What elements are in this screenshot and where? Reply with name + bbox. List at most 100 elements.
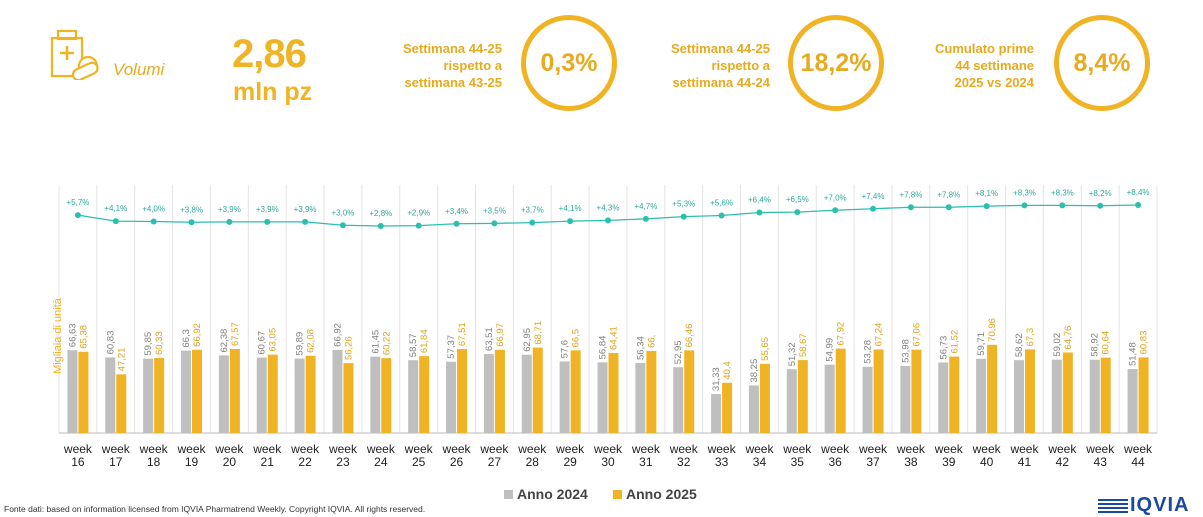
- bar-2025: [722, 382, 733, 433]
- bar-label-2025: 68,71: [533, 321, 544, 345]
- growth-point: [567, 218, 574, 225]
- x-tick-label: week 26: [442, 442, 472, 469]
- bar-2024: [597, 362, 608, 433]
- bar-label-2024: 66,92: [332, 323, 343, 347]
- bar-2024: [1051, 359, 1062, 433]
- x-tick-label: week 29: [555, 442, 585, 469]
- bar-2024: [105, 357, 116, 433]
- bar-2025: [1138, 357, 1149, 433]
- kpi-1-text: Settimana 44-25 rispetto a settimana 43-25: [403, 41, 502, 90]
- bar-2025: [267, 354, 278, 433]
- kpi-2-text: Settimana 44-25 rispetto a settimana 44-24: [671, 41, 770, 90]
- bar-2025: [457, 349, 468, 433]
- bar-2025: [911, 349, 922, 433]
- bar-label-2025: 70,96: [987, 318, 998, 342]
- bar-label-2025: 60,83: [1139, 331, 1150, 355]
- growth-point: [1135, 202, 1142, 208]
- bar-label-2024: 53,28: [863, 340, 874, 364]
- growth-label: +7,0%: [824, 193, 847, 202]
- growth-point: [529, 219, 536, 226]
- bar-label-2024: 53,98: [900, 339, 911, 363]
- bar-label-2024: 59,02: [1052, 333, 1063, 357]
- bar-label-2024: 58,57: [408, 333, 419, 357]
- bar-2025: [1100, 357, 1111, 433]
- bar-2024: [1013, 360, 1024, 433]
- bar-label-2025: 67,57: [230, 322, 241, 346]
- kpi-3-circle: 8,4%: [1054, 15, 1150, 111]
- bar-label-2025: 66,5: [571, 329, 582, 348]
- growth-point: [264, 218, 271, 225]
- bar-label-2025: 40,4: [722, 361, 733, 380]
- growth-point: [680, 213, 687, 220]
- growth-label: +4,1%: [104, 204, 127, 213]
- bar-2025: [343, 363, 354, 433]
- bar-2024: [786, 369, 797, 433]
- growth-label: +3,7%: [521, 206, 544, 215]
- x-tick-label: week 38: [896, 442, 926, 469]
- volumi-label: Volumi: [113, 60, 165, 79]
- bar-label-2024: 62,95: [522, 328, 533, 352]
- legend-label-2025: Anno 2025: [626, 486, 697, 502]
- bar-label-2025: 61,84: [419, 329, 430, 353]
- kpi-1-circle: 0,3%: [521, 15, 617, 111]
- x-tick-label: week 32: [669, 442, 699, 469]
- bar-label-2024: 59,71: [976, 332, 987, 356]
- x-tick-label: week 18: [139, 442, 169, 469]
- bar-2025: [684, 350, 695, 433]
- growth-label: +8,1%: [975, 189, 998, 198]
- y-axis-label: Migliaia di unità: [52, 298, 64, 374]
- growth-point: [945, 204, 952, 211]
- bar-2025: [987, 344, 998, 433]
- growth-point: [74, 212, 81, 219]
- total-unit: mln pz: [233, 78, 313, 106]
- x-tick-label: week 43: [1085, 442, 1115, 469]
- bar-2024: [559, 361, 570, 433]
- logo-stripes-icon: [1098, 498, 1128, 513]
- growth-point: [642, 215, 649, 222]
- x-tick-label: week 34: [744, 442, 774, 469]
- bar-label-2025: 62,08: [306, 329, 317, 353]
- legend-2024: Anno 2024: [504, 486, 588, 502]
- bar-2025: [305, 355, 316, 433]
- x-tick-label: week 19: [177, 442, 207, 469]
- bar-label-2025: 63,05: [268, 328, 279, 352]
- growth-point: [377, 223, 384, 229]
- x-tick-label: week 23: [328, 442, 358, 469]
- x-tick-label: week 42: [1047, 442, 1077, 469]
- growth-point: [112, 218, 119, 225]
- bar-label-2024: 51,32: [787, 342, 798, 366]
- bar-2024: [673, 367, 684, 433]
- bar-2024: [332, 349, 343, 433]
- bar-label-2025: 58,67: [798, 333, 809, 357]
- bar-label-2024: 57,37: [446, 335, 457, 359]
- growth-label: +8,3%: [1051, 188, 1074, 197]
- growth-label: +3,9%: [256, 205, 279, 214]
- bar-2024: [824, 364, 835, 433]
- bar-label-2025: 64,76: [1063, 326, 1074, 350]
- x-tick-label: week 39: [934, 442, 964, 469]
- growth-label: +7,8%: [899, 190, 922, 199]
- bar-2025: [116, 374, 127, 433]
- bar-label-2025: 65,38: [78, 325, 89, 349]
- bar-2024: [370, 356, 381, 433]
- bar-label-2025: 61,52: [949, 330, 960, 354]
- growth-point: [718, 212, 725, 219]
- growth-point: [756, 209, 763, 216]
- growth-label: +2,8%: [369, 209, 392, 218]
- bar-2024: [748, 385, 759, 433]
- growth-label: +3,9%: [218, 205, 241, 214]
- bar-label-2024: 51,48: [1128, 342, 1139, 366]
- bar-2024: [635, 362, 646, 433]
- growth-point: [302, 218, 309, 225]
- bar-label-2024: 31,33: [711, 367, 722, 391]
- bar-2025: [797, 360, 808, 433]
- growth-label: +8,3%: [1013, 188, 1036, 197]
- iqvia-logo: IQVIA: [1098, 494, 1189, 517]
- x-tick-label: week 37: [858, 442, 888, 469]
- x-tick-label: week 20: [214, 442, 244, 469]
- growth-label: +4,3%: [597, 203, 620, 212]
- bar-label-2025: 56,26: [343, 336, 354, 360]
- bar-label-2025: 66,97: [495, 323, 506, 347]
- x-tick-label: week 31: [631, 442, 661, 469]
- bar-2024: [1089, 359, 1100, 433]
